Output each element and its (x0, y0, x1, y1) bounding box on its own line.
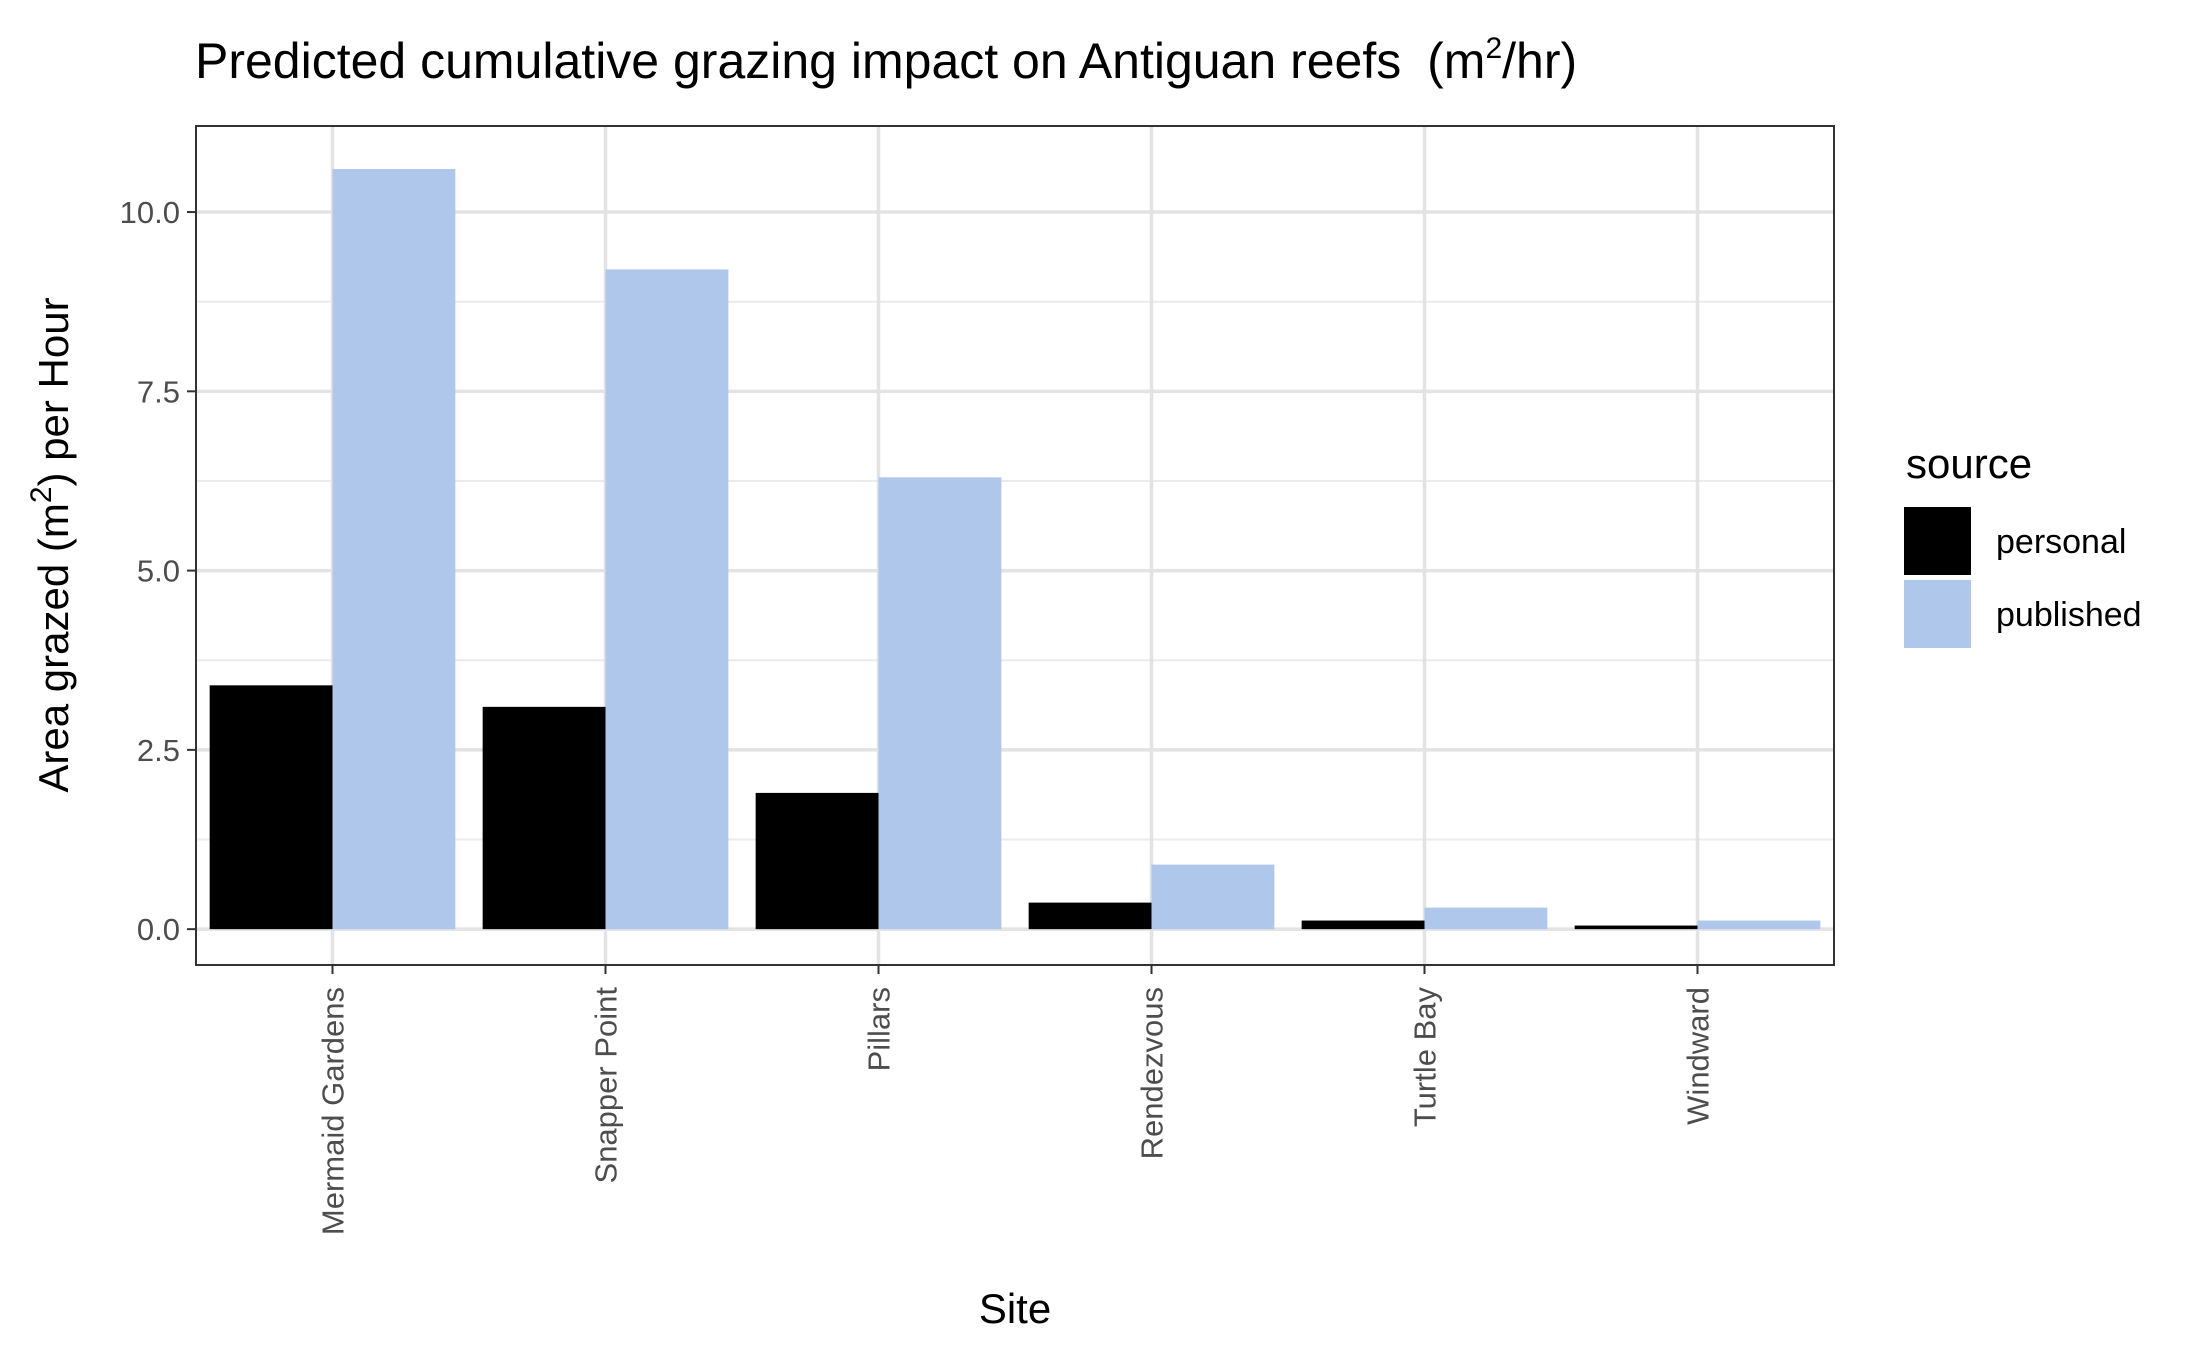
x-tick-label-snapper-point: Snapper Point (589, 987, 624, 1184)
bar-personal-snapper-point (482, 706, 606, 930)
chart-title-unit-close: /hr) (1502, 33, 1577, 89)
x-tick-label-pillars: Pillars (862, 987, 897, 1071)
x-axis: Mermaid Gardens Snapper Point Pillars Rende… (316, 965, 1716, 1235)
bar-published-snapper-point (605, 269, 729, 930)
legend-key-personal (1904, 507, 1971, 575)
y-axis-title-post: ) per Hour (30, 297, 77, 486)
x-tick-label-rendezvous: Rendezvous (1135, 987, 1170, 1159)
y-axis-title-sup: 2 (25, 486, 58, 503)
y-axis: 0.0 2.5 5.0 7.5 10.0 (120, 195, 196, 947)
chart-title-unit-open: (m (1427, 33, 1485, 89)
legend-key-published (1904, 580, 1971, 648)
legend-title: source (1906, 440, 2032, 487)
x-tick-label-turtle-bay: Turtle Bay (1408, 987, 1443, 1128)
legend: source personal published (1904, 440, 2142, 648)
y-tick-label: 7.5 (137, 374, 180, 409)
y-tick-label: 10.0 (120, 195, 180, 230)
legend-label-published: published (1996, 596, 2142, 634)
bar-published-windward (1697, 920, 1821, 930)
plot-panel-border (195, 125, 1835, 966)
chart-title-text: Predicted cumulative grazing impact on A… (195, 33, 1401, 89)
bar-published-turtle-bay (1424, 907, 1548, 930)
x-tick-label-windward: Windward (1681, 987, 1716, 1125)
x-tick-label-mermaid-gardens: Mermaid Gardens (316, 987, 351, 1235)
y-tick-label: 0.0 (137, 912, 180, 947)
bar-personal-pillars (755, 792, 879, 930)
bar-personal-turtle-bay (1301, 920, 1425, 930)
bar-personal-windward (1574, 925, 1698, 930)
grid-minor (196, 300, 1834, 841)
chart-title-unit-sup: 2 (1485, 32, 1502, 65)
y-axis-title-pre: Area grazed (m (30, 503, 77, 792)
legend-label-personal: personal (1996, 523, 2126, 561)
y-tick-label: 2.5 (137, 733, 180, 768)
chart-title: Predicted cumulative grazing impact on A… (195, 32, 1577, 89)
plot-panel (196, 126, 1834, 965)
bar-personal-mermaid-gardens (209, 685, 333, 930)
y-axis-title: Area grazed (m2) per Hour (25, 297, 77, 792)
y-tick-label: 5.0 (137, 554, 180, 589)
bars (209, 169, 1821, 930)
bar-published-pillars (878, 477, 1002, 930)
bar-published-rendezvous (1151, 864, 1275, 930)
x-axis-title: Site (979, 1285, 1051, 1332)
bar-personal-rendezvous (1028, 902, 1152, 930)
bar-published-mermaid-gardens (332, 169, 456, 930)
